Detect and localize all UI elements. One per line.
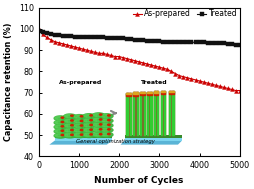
Treated	[81, 36, 84, 39]
Treated	[182, 41, 185, 43]
As-prepared	[182, 76, 185, 78]
As-prepared	[101, 52, 104, 54]
Line: As-prepared: As-prepared	[37, 27, 242, 92]
As-prepared	[170, 70, 173, 73]
As-prepared	[98, 52, 101, 54]
Treated	[234, 44, 237, 46]
Treated	[101, 36, 104, 39]
Line: Treated: Treated	[37, 29, 242, 47]
As-prepared	[238, 89, 241, 92]
Treated	[170, 40, 173, 43]
As-prepared	[234, 89, 237, 92]
Treated	[238, 44, 241, 46]
Legend: As-prepared, Treated: As-prepared, Treated	[132, 9, 238, 19]
Y-axis label: Capacitance retention (%): Capacitance retention (%)	[4, 23, 13, 141]
Treated	[37, 30, 40, 32]
As-prepared	[81, 48, 84, 50]
Treated	[98, 36, 101, 39]
X-axis label: Number of Cycles: Number of Cycles	[94, 176, 184, 185]
As-prepared	[37, 28, 40, 30]
As-prepared	[230, 88, 233, 91]
